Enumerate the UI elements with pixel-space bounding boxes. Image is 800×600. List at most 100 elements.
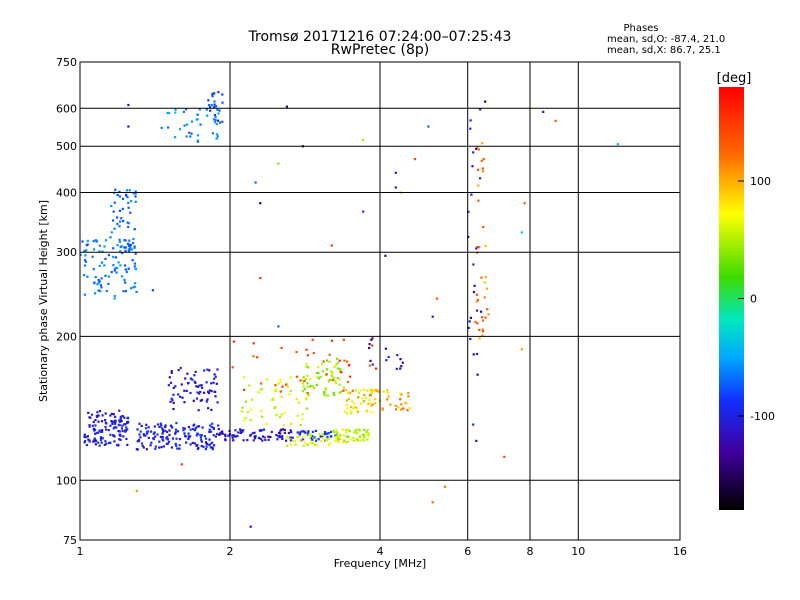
data-point	[271, 397, 274, 400]
data-point	[97, 431, 100, 434]
data-point	[374, 402, 377, 405]
data-point	[218, 433, 221, 436]
data-point	[195, 385, 198, 388]
data-point	[187, 426, 190, 429]
data-point	[335, 431, 339, 434]
data-point	[211, 422, 214, 425]
data-point	[212, 427, 215, 431]
data-point	[83, 441, 86, 444]
data-point	[135, 290, 138, 293]
data-point	[116, 444, 119, 447]
data-point	[306, 433, 309, 436]
data-point	[195, 397, 199, 400]
data-point	[478, 337, 481, 340]
data-point	[334, 381, 337, 384]
data-point	[482, 158, 485, 161]
data-point	[100, 286, 103, 289]
data-point	[263, 436, 266, 439]
data-point	[166, 430, 169, 433]
data-point	[196, 425, 199, 428]
data-point	[295, 350, 298, 354]
data-point	[118, 190, 121, 193]
data-point	[146, 432, 149, 435]
data-point	[221, 430, 224, 433]
data-point	[142, 446, 145, 449]
data-point	[179, 366, 182, 370]
data-point	[161, 428, 164, 431]
data-point	[479, 177, 482, 180]
y-tick-label: 750	[56, 56, 77, 69]
data-point	[196, 432, 199, 435]
data-point	[311, 438, 314, 441]
data-point	[251, 398, 254, 401]
data-point	[204, 441, 208, 444]
data-point	[118, 409, 121, 412]
data-point	[332, 391, 335, 394]
data-point	[484, 316, 487, 319]
data-point	[345, 441, 348, 444]
data-point	[317, 438, 320, 441]
data-point	[105, 289, 108, 293]
data-point	[335, 434, 338, 437]
data-point	[363, 439, 366, 442]
data-point	[130, 200, 133, 203]
data-point	[273, 389, 276, 392]
data-point	[213, 377, 216, 380]
data-point	[289, 429, 292, 432]
data-point	[331, 378, 334, 382]
data-point	[179, 395, 182, 398]
data-point	[185, 441, 188, 444]
data-point	[283, 428, 286, 432]
data-point	[194, 370, 197, 373]
data-point	[261, 415, 264, 418]
data-point	[175, 421, 178, 425]
data-point	[254, 181, 257, 184]
data-point	[103, 443, 106, 446]
data-point	[306, 443, 309, 446]
data-point	[232, 434, 235, 437]
data-point	[98, 410, 102, 413]
data-point	[345, 429, 348, 432]
data-point	[117, 429, 120, 433]
data-point	[305, 365, 308, 368]
data-point	[431, 315, 434, 318]
colorbar-tick-label: -100	[750, 410, 775, 423]
data-point	[114, 419, 117, 422]
data-point	[320, 440, 323, 443]
data-point	[199, 434, 202, 437]
data-point	[140, 442, 144, 445]
data-point	[356, 437, 359, 440]
data-point	[321, 435, 324, 438]
data-point	[260, 382, 263, 385]
data-point	[326, 368, 329, 371]
data-point	[174, 111, 177, 114]
data-point	[328, 442, 331, 445]
data-point	[295, 398, 298, 401]
data-point	[134, 282, 137, 285]
data-point	[355, 406, 358, 409]
data-point	[277, 431, 281, 434]
x-tick-label: 1	[77, 545, 84, 558]
data-point	[131, 259, 134, 262]
data-point	[118, 209, 122, 212]
data-point	[312, 351, 315, 355]
data-point	[98, 444, 101, 447]
data-point	[361, 397, 364, 400]
data-point	[186, 372, 189, 375]
data-point	[174, 385, 177, 388]
data-point	[321, 436, 324, 440]
data-point	[130, 287, 133, 290]
data-point	[86, 243, 89, 246]
data-point	[139, 436, 142, 439]
data-point	[346, 407, 349, 410]
data-point	[282, 424, 285, 427]
data-point	[93, 439, 96, 442]
data-point	[520, 348, 523, 351]
data-point	[202, 445, 205, 448]
x-tick-label: 4	[377, 545, 384, 558]
data-point	[89, 416, 92, 419]
data-point	[93, 437, 96, 441]
data-point	[85, 249, 88, 252]
data-point	[356, 432, 359, 435]
data-point	[84, 254, 87, 257]
